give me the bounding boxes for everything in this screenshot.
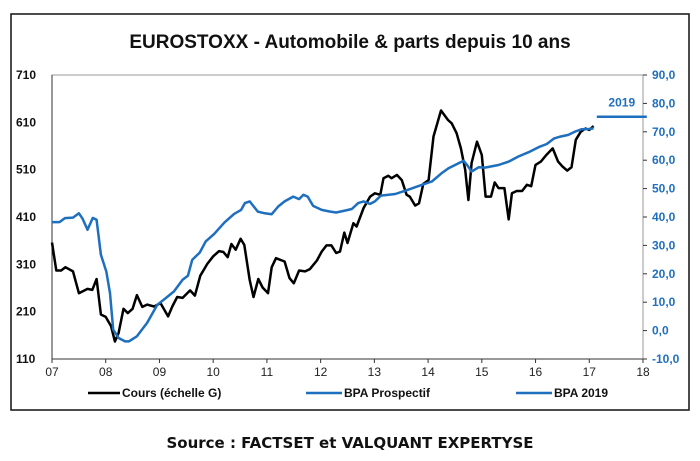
y-right-tick-label: 40,0 bbox=[652, 210, 676, 224]
x-tick-label: 18 bbox=[636, 365, 650, 379]
y-right-tick-label: 80,0 bbox=[652, 96, 676, 110]
chart-frame bbox=[10, 13, 690, 411]
x-tick-label: 17 bbox=[583, 365, 597, 379]
x-tick-label: 12 bbox=[314, 365, 328, 379]
legend-label-cours: Cours (échelle G) bbox=[122, 386, 221, 400]
bpa-2019-annotation: 2019 bbox=[608, 96, 635, 110]
legend-label-bpa-prospectif: BPA Prospectif bbox=[344, 386, 431, 400]
y-right-tick-label: 90,0 bbox=[652, 68, 676, 82]
y-right-tick-label: 10,0 bbox=[652, 295, 676, 309]
x-tick-label: 14 bbox=[421, 365, 435, 379]
y-left-tick-label: 110 bbox=[16, 352, 36, 366]
legend: Cours (échelle G) BPA Prospectif BPA 201… bbox=[88, 386, 608, 400]
y-right-tick-label: 70,0 bbox=[652, 125, 676, 139]
y-right-tick-label: 0,0 bbox=[652, 324, 669, 338]
y-right-tick-label: -10,0 bbox=[652, 352, 680, 366]
legend-label-bpa-2019: BPA 2019 bbox=[554, 386, 608, 400]
x-tick-label: 15 bbox=[475, 365, 489, 379]
y-left-tick-label: 210 bbox=[16, 305, 36, 319]
bpa-prospectif-line bbox=[52, 127, 594, 343]
x-tick-label: 13 bbox=[368, 365, 382, 379]
y-left-tick-label: 610 bbox=[16, 115, 36, 129]
x-tick-label: 08 bbox=[99, 365, 113, 379]
y-left-tick-label: 410 bbox=[16, 210, 36, 224]
y-right-tick-label: 50,0 bbox=[652, 182, 676, 196]
cours-line bbox=[50, 109, 595, 343]
x-tick-label: 11 bbox=[261, 365, 274, 379]
x-tick-label: 10 bbox=[207, 365, 221, 379]
source-note: Source : FACTSET et VALQUANT EXPERTYSE bbox=[166, 434, 534, 452]
x-tick-label: 16 bbox=[529, 365, 543, 379]
x-tick-label: 09 bbox=[153, 365, 167, 379]
chart-title: EUROSTOXX - Automobile & parts depuis 10… bbox=[129, 32, 570, 53]
y-left-tick-label: 510 bbox=[16, 163, 36, 177]
y-left-tick-label: 710 bbox=[16, 68, 36, 82]
y-left-tick-label: 310 bbox=[16, 257, 36, 271]
y-right-tick-label: 20,0 bbox=[652, 267, 676, 281]
y-right-tick-label: 60,0 bbox=[652, 153, 676, 167]
y-right-tick-label: 30,0 bbox=[652, 238, 676, 252]
x-tick-label: 07 bbox=[45, 365, 59, 379]
